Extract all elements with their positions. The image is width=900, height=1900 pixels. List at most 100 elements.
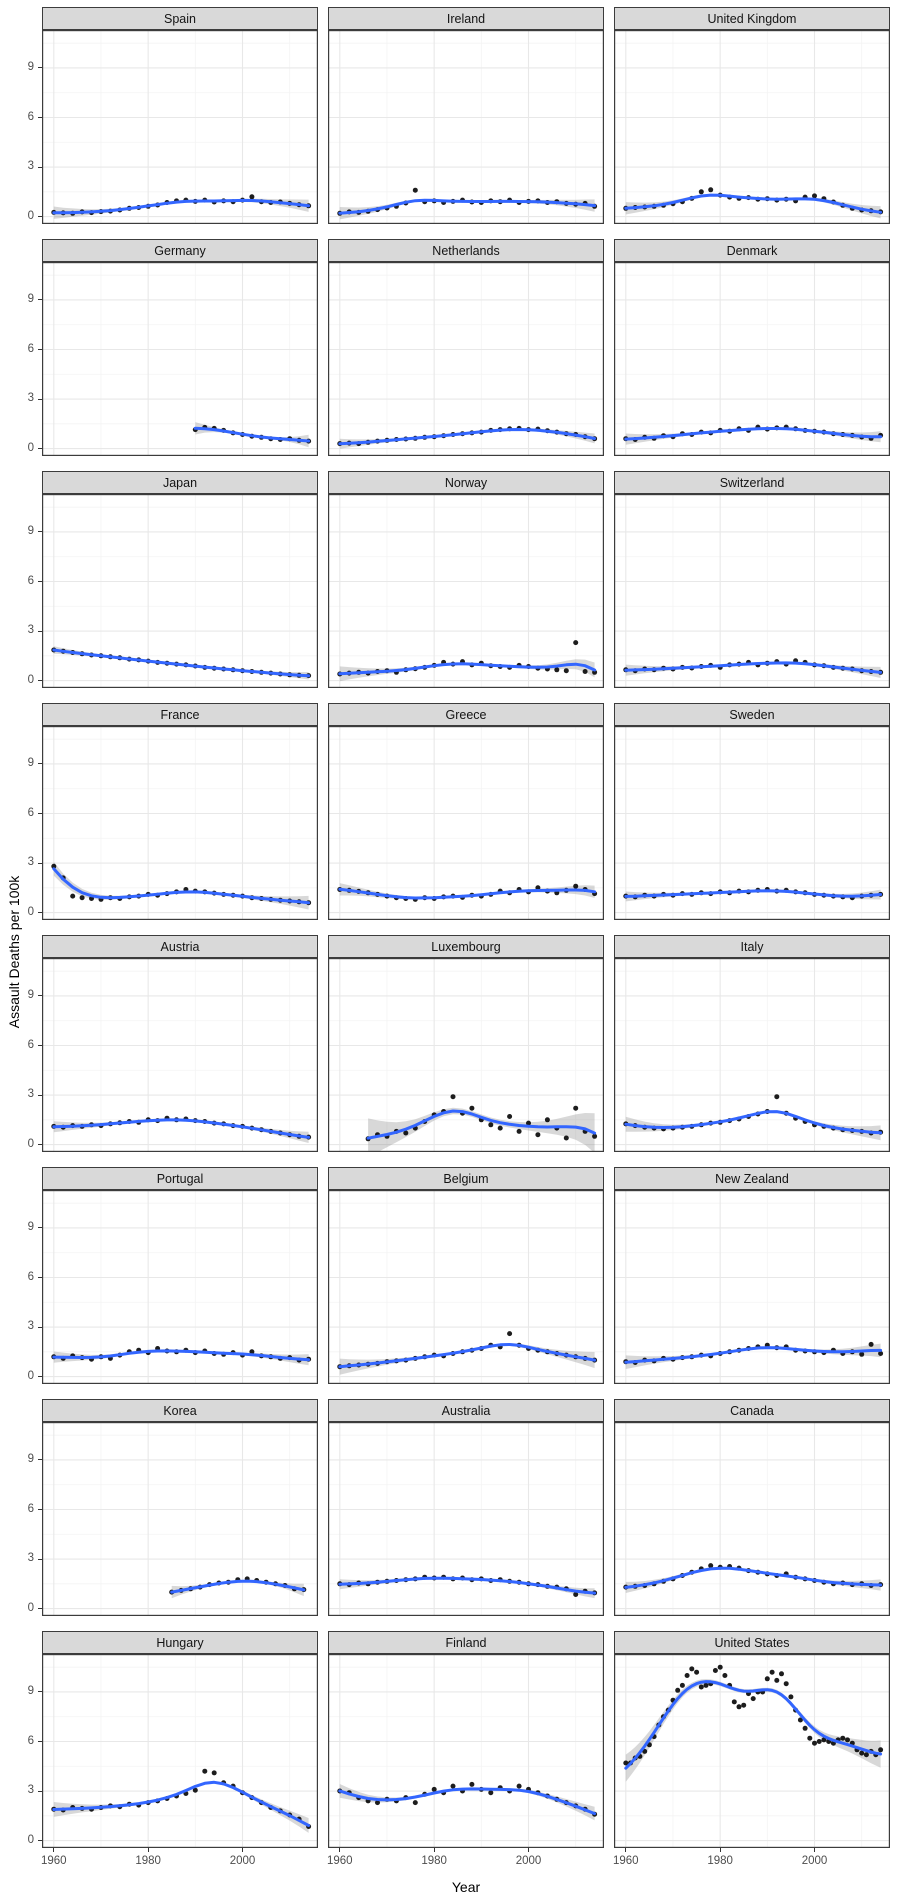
facet-title: Australia — [441, 1403, 491, 1418]
facet-title: Korea — [163, 1403, 197, 1418]
y-tick-label: 6 — [27, 1270, 34, 1283]
facet-strip-greece: Greece — [328, 703, 604, 726]
facet-title: New Zealand — [715, 1171, 789, 1186]
facet-title: Denmark — [726, 243, 778, 258]
y-tick-label: 6 — [27, 1734, 34, 1747]
facet-strip-switzerland: Switzerland — [614, 471, 890, 494]
y-tick-mark — [38, 166, 42, 168]
y-tick-mark — [38, 1509, 42, 1510]
x-tick-mark — [147, 1848, 149, 1852]
gridlines — [42, 726, 318, 920]
ci-ribbon — [339, 428, 595, 449]
y-tick-label: 9 — [27, 60, 34, 73]
panel-border — [614, 726, 890, 920]
y-tick-mark — [38, 1741, 42, 1742]
facet-title: Finland — [445, 1635, 487, 1650]
y-tick-mark — [38, 912, 42, 914]
x-tick-mark — [528, 1848, 529, 1852]
y-tick-label: 3 — [27, 392, 34, 405]
smooth-line — [624, 1346, 883, 1364]
y-tick-mark — [38, 1045, 42, 1046]
x-tick-label: 1960 — [40, 1855, 67, 1867]
y-tick-label: 3 — [27, 624, 34, 637]
panel-border — [42, 1190, 318, 1384]
ci-ribbon — [339, 1343, 595, 1375]
y-tick-mark — [38, 1840, 42, 1842]
facet-panel-sweden — [614, 726, 890, 920]
facet-title: Austria — [160, 939, 200, 954]
facet-strip-japan: Japan — [42, 471, 318, 494]
y-tick-mark — [38, 299, 42, 301]
gridlines — [42, 30, 318, 224]
facet-title: Germany — [154, 243, 206, 258]
facet-strip-france: France — [42, 703, 318, 726]
facet-panel-denmark — [614, 262, 890, 456]
smooth-line — [52, 1780, 311, 1827]
facet-title: Norway — [444, 475, 488, 490]
x-tick-label: 1980 — [707, 1855, 733, 1867]
smooth-line — [52, 1349, 311, 1362]
panel-border — [42, 30, 318, 224]
x-tick-mark — [814, 1848, 815, 1852]
x-tick-label: 2000 — [801, 1855, 828, 1867]
facet-panel-new-zealand — [614, 1190, 890, 1384]
facet-title: France — [160, 707, 200, 722]
panel-border — [328, 958, 604, 1152]
y-tick-label: 9 — [27, 1452, 34, 1465]
gridlines — [614, 30, 890, 224]
panel-border — [614, 958, 890, 1152]
panel-border — [42, 1422, 318, 1616]
y-tick-label: 6 — [27, 110, 34, 123]
x-tick-mark — [625, 1848, 627, 1852]
facet-strip-luxembourg: Luxembourg — [328, 935, 604, 958]
y-tick-label: 6 — [27, 1502, 34, 1515]
facet-panel-austria — [42, 958, 318, 1152]
y-tick-mark — [38, 1376, 42, 1378]
facet-panel-belgium — [328, 1190, 604, 1384]
gridlines — [614, 958, 890, 1152]
facet-title: Japan — [162, 475, 198, 490]
y-tick-label: 0 — [27, 1137, 34, 1150]
smooth-line — [52, 198, 311, 215]
gridlines — [328, 1654, 604, 1848]
gridlines — [42, 958, 318, 1152]
y-tick-label: 3 — [27, 1088, 34, 1101]
y-tick-label: 3 — [27, 1320, 34, 1333]
smooth-line — [338, 428, 597, 446]
y-tick-mark — [38, 995, 42, 997]
smooth-line — [624, 1566, 883, 1589]
facet-strip-austria: Austria — [42, 935, 318, 958]
smooth-line — [624, 1680, 883, 1770]
facet-strip-belgium: Belgium — [328, 1167, 604, 1190]
smooth-line — [624, 427, 883, 441]
x-tick-label: 2000 — [229, 1855, 256, 1867]
panel-border — [42, 494, 318, 688]
facet-panel-luxembourg — [328, 958, 604, 1152]
smooth-line — [338, 1343, 597, 1369]
smooth-line — [52, 648, 311, 678]
panel-border — [328, 1422, 604, 1616]
panel-border — [42, 262, 318, 456]
facet-panel-australia — [328, 1422, 604, 1616]
ci-ribbon — [53, 198, 309, 219]
y-tick-label: 9 — [27, 988, 34, 1001]
facet-panel-greece — [328, 726, 604, 920]
facet-panel-france — [42, 726, 318, 920]
y-tick-mark — [38, 1459, 42, 1461]
facet-strip-australia: Australia — [328, 1399, 604, 1422]
x-tick-mark — [53, 1848, 55, 1852]
facet-panel-finland — [328, 1654, 604, 1848]
facet-strip-united-states: United States — [614, 1631, 890, 1654]
y-tick-label: 9 — [27, 524, 34, 537]
x-tick-label: 1960 — [612, 1855, 639, 1867]
gridlines — [614, 262, 890, 456]
y-tick-mark — [38, 581, 42, 582]
y-tick-mark — [38, 448, 42, 450]
y-tick-mark — [38, 349, 42, 350]
facet-strip-norway: Norway — [328, 471, 604, 494]
x-tick-mark — [339, 1848, 341, 1852]
facet-panel-japan — [42, 494, 318, 688]
panel-border — [42, 726, 318, 920]
y-tick-label: 9 — [27, 756, 34, 769]
y-tick-mark — [38, 1608, 42, 1610]
